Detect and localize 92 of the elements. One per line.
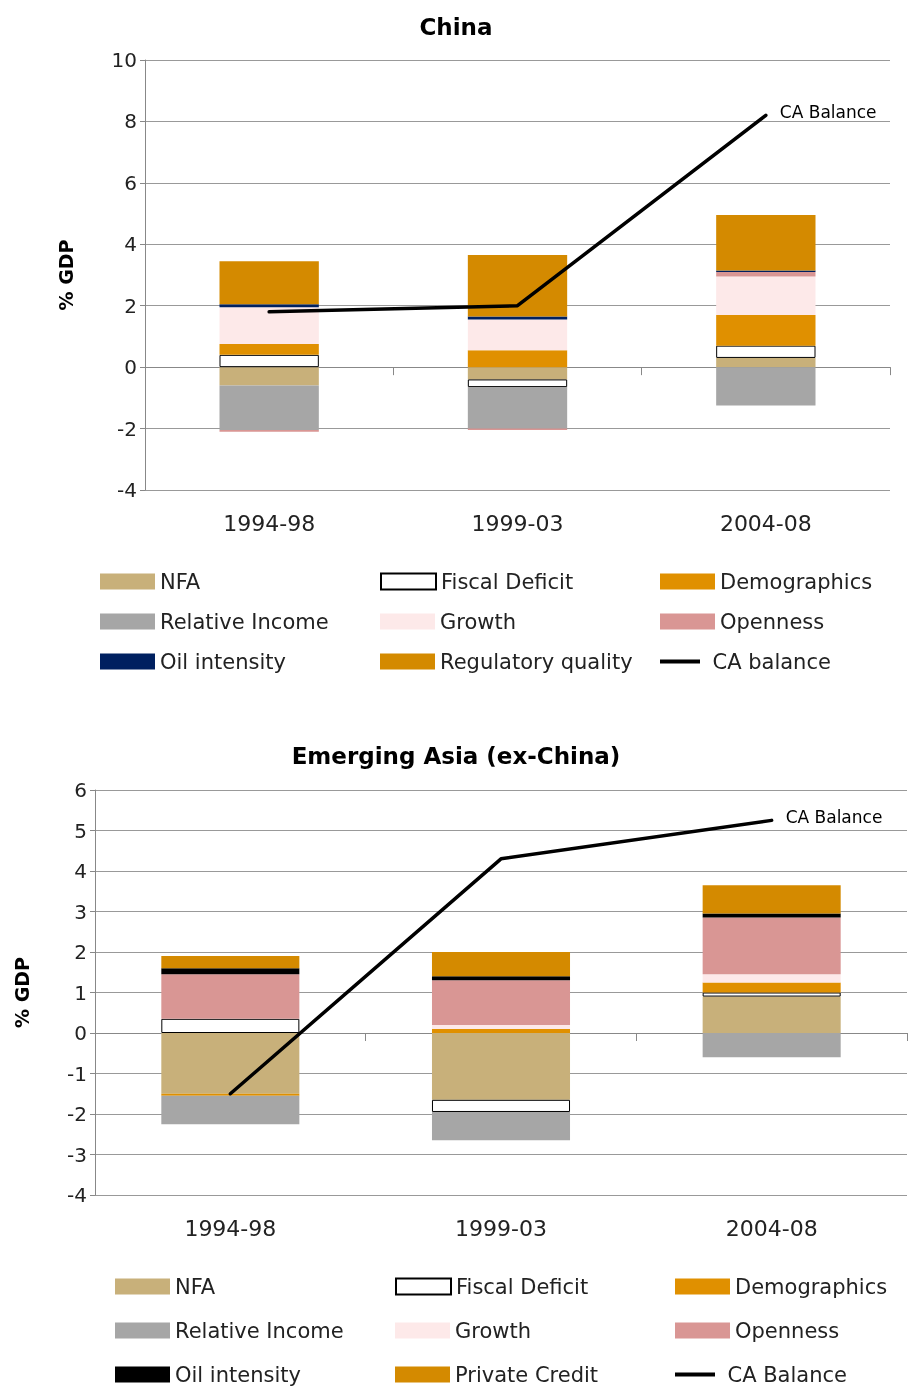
- bar: [716, 367, 816, 406]
- bar: [716, 215, 816, 271]
- y-tick-label: 1: [74, 980, 87, 1005]
- chart-title: Emerging Asia (ex-China): [291, 742, 621, 769]
- bar: [431, 1028, 571, 1033]
- bar: [431, 1033, 571, 1100]
- bar: [431, 952, 571, 977]
- bar: [702, 885, 841, 914]
- y-tick-label: 0: [124, 355, 137, 380]
- chart-title: China: [419, 13, 493, 40]
- y-tick-label: -2: [67, 1102, 87, 1126]
- legend-label: Openness: [720, 609, 825, 634]
- bar: [219, 367, 319, 386]
- legend-label: CA Balance: [727, 1362, 847, 1386]
- annotation: CA Balance: [779, 101, 877, 122]
- bar: [467, 367, 568, 380]
- x-tick-label: 1999-03: [471, 510, 564, 536]
- bar: [431, 976, 571, 981]
- y-tick-label: 3: [74, 899, 87, 924]
- legend-label: Relative Income: [160, 609, 329, 634]
- bar: [161, 1093, 300, 1096]
- legend-label: Oil intensity: [175, 1362, 301, 1386]
- y-tick-label: -2: [117, 416, 137, 441]
- y-tick-label: 6: [124, 170, 137, 195]
- y-tick-label: 6: [74, 778, 87, 802]
- legend-label: Growth: [440, 609, 517, 634]
- legend-label: NFA: [175, 1274, 216, 1299]
- y-tick-label: -4: [117, 478, 137, 502]
- bar: [219, 354, 319, 368]
- y-tick-label: 4: [124, 232, 137, 257]
- legend-label: Fiscal Deficit: [456, 1274, 589, 1299]
- x-tick-label: 2004-08: [719, 510, 812, 536]
- y-tick-label: 2: [74, 940, 87, 964]
- bar: [716, 271, 816, 277]
- bar: [467, 350, 568, 368]
- x-tick-label: 2004-08: [725, 1215, 818, 1241]
- bar: [702, 917, 841, 975]
- legend-label: Openness: [735, 1318, 840, 1343]
- bar: [716, 345, 816, 358]
- legend-label: Demographics: [735, 1274, 888, 1299]
- bar: [219, 304, 319, 308]
- bar: [219, 344, 319, 355]
- y-tick-label: 2: [124, 293, 137, 318]
- bar: [161, 956, 300, 969]
- bar: [431, 1111, 571, 1141]
- y-tick-label: -4: [67, 1183, 87, 1207]
- x-tick-label: 1994-98: [223, 510, 316, 536]
- bar: [161, 1033, 300, 1094]
- bar: [431, 1099, 571, 1112]
- bar: [702, 1033, 841, 1058]
- legend-label: Regulatory quality: [440, 649, 633, 674]
- bar: [702, 974, 841, 983]
- legend-label: Oil intensity: [160, 649, 286, 674]
- legend-label: Private Credit: [455, 1362, 599, 1386]
- legend-label: Demographics: [720, 569, 873, 594]
- bar: [161, 968, 300, 975]
- bar: [716, 357, 816, 368]
- bar: [716, 276, 816, 315]
- bar: [716, 314, 816, 346]
- legend-label: Fiscal Deficit: [441, 569, 574, 594]
- y-tick-label: 5: [74, 818, 87, 843]
- y-tick-label: 8: [124, 109, 137, 134]
- bar: [467, 255, 568, 317]
- bar: [702, 992, 841, 997]
- legend-label: Growth: [455, 1318, 532, 1343]
- bar: [702, 982, 841, 993]
- annotation: CA Balance: [785, 806, 883, 827]
- bar: [467, 316, 568, 320]
- bar: [431, 1024, 571, 1029]
- bar: [219, 261, 319, 305]
- y-tick-label: -1: [67, 1061, 87, 1086]
- y-tick-label: 10: [111, 48, 137, 72]
- y-tick-label: -3: [67, 1142, 87, 1167]
- x-tick-label: 1994-98: [184, 1215, 277, 1241]
- legend-label: CA balance: [712, 649, 831, 674]
- bar: [431, 980, 571, 1025]
- bar: [702, 996, 841, 1033]
- bar: [219, 307, 319, 345]
- y-axis-title: % GDP: [10, 956, 33, 1028]
- bar: [161, 974, 300, 1019]
- bar: [467, 319, 568, 351]
- bar: [219, 385, 319, 431]
- bar: [467, 387, 568, 429]
- y-tick-label: 0: [74, 1021, 87, 1045]
- x-tick-label: 1999-03: [455, 1215, 547, 1241]
- bar: [467, 379, 568, 388]
- bar: [702, 913, 841, 918]
- y-axis-title: % GDP: [54, 239, 77, 311]
- y-tick-label: 4: [74, 859, 87, 883]
- legend-label: NFA: [160, 569, 201, 594]
- legend-label: Relative Income: [175, 1318, 344, 1343]
- bar: [161, 1095, 300, 1125]
